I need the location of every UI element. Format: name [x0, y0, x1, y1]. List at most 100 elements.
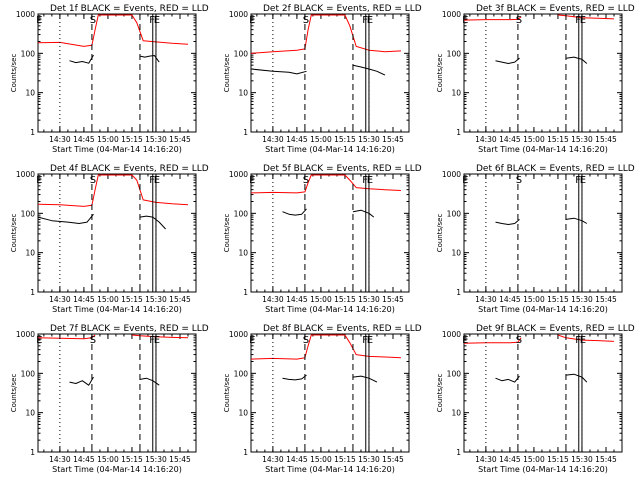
panel-data	[38, 14, 189, 64]
series-line-events	[352, 209, 375, 218]
x-tick-label: 15:30	[358, 135, 380, 144]
x-tick-label: 14:30	[475, 455, 497, 464]
x-axis-label: Start Time (04-Mar-14 14:16:20)	[478, 145, 608, 154]
time-marker-e: E	[462, 335, 468, 346]
x-tick-label: 15:00	[523, 295, 545, 304]
plot-frame	[37, 173, 197, 293]
x-tick-label: 15:45	[382, 135, 404, 144]
x-tick-label: 15:45	[382, 295, 404, 304]
series-line-events	[69, 376, 94, 386]
series-line-events	[282, 208, 307, 216]
x-tick-label: 15:15	[334, 135, 356, 144]
panel-det-7: Det 7f BLACK = Events, RED = LLD 1 10 100 10…	[10, 324, 209, 474]
panel-det-9: Det 9f BLACK = Events, RED = LLD 1 10 100 10…	[436, 324, 635, 474]
x-tick-label: 14:45	[499, 295, 521, 304]
y-tick-label: 100	[21, 209, 36, 218]
time-marker-f: F	[149, 175, 155, 186]
y-tick-label: 1000	[16, 170, 35, 179]
y-tick-label: 1000	[442, 10, 461, 19]
x-tick-label: 14:45	[73, 455, 95, 464]
series-line-events	[251, 68, 307, 75]
x-tick-label: 14:30	[49, 295, 71, 304]
x-tick-label: 15:30	[145, 135, 167, 144]
x-tick-label: 15:30	[358, 455, 380, 464]
x-axis-label: Start Time (04-Mar-14 14:16:20)	[52, 465, 182, 474]
time-marker-e: E	[249, 175, 255, 186]
x-tick-label: 15:00	[310, 455, 332, 464]
plot-frame	[463, 13, 623, 133]
panel-data	[251, 174, 402, 218]
panel-data	[464, 334, 615, 383]
time-marker-e: E	[462, 15, 468, 26]
y-tick-label: 1	[456, 128, 461, 137]
plot-frame	[250, 173, 410, 293]
x-tick-label: 15:00	[97, 295, 119, 304]
panel-title: Det 1f BLACK = Events, RED = LLD	[50, 4, 209, 14]
time-marker-e: E	[154, 15, 160, 26]
x-tick-label: 15:30	[358, 295, 380, 304]
y-tick-label: 1000	[442, 170, 461, 179]
y-tick-label: 1	[30, 288, 35, 297]
time-marker-s: S	[516, 175, 522, 186]
time-marker-e: E	[462, 175, 468, 186]
time-marker-e: E	[580, 175, 586, 186]
y-tick-label: 10	[451, 409, 461, 418]
time-marker-e: E	[36, 15, 42, 26]
time-marker-e: E	[367, 175, 373, 186]
x-tick-label: 14:45	[499, 455, 521, 464]
series-line-lld	[38, 334, 96, 340]
x-tick-label: 14:30	[262, 455, 284, 464]
x-axis-label: Start Time (04-Mar-14 14:16:20)	[265, 305, 395, 314]
time-marker-f: F	[575, 335, 581, 346]
y-tick-label: 10	[25, 249, 35, 258]
panel-title: Det 9f BLACK = Events, RED = LLD	[476, 324, 635, 334]
plot-frame	[37, 13, 197, 133]
y-tick-label: 10	[25, 89, 35, 98]
series-line-events	[565, 217, 588, 224]
x-tick-label: 15:00	[310, 135, 332, 144]
x-tick-label: 15:15	[334, 455, 356, 464]
time-marker-e: E	[580, 335, 586, 346]
y-tick-label: 1000	[229, 10, 248, 19]
series-line-lld	[251, 174, 402, 194]
x-tick-label: 15:45	[595, 295, 617, 304]
x-axis-label: Start Time (04-Mar-14 14:16:20)	[265, 465, 395, 474]
time-marker-e: E	[580, 15, 586, 26]
x-tick-label: 15:15	[547, 455, 569, 464]
y-axis-label: Counts/sec	[10, 54, 18, 93]
time-marker-f: F	[575, 15, 581, 26]
panel-data	[495, 217, 588, 225]
panel-title: Det 4f BLACK = Events, RED = LLD	[50, 164, 209, 174]
time-marker-e: E	[36, 335, 42, 346]
panel-det-3: Det 3f BLACK = Events, RED = LLD 1 10 100 10…	[436, 4, 635, 154]
x-tick-label: 15:45	[169, 455, 191, 464]
panel-title: Det 7f BLACK = Events, RED = LLD	[50, 324, 209, 334]
panel-title: Det 2f BLACK = Events, RED = LLD	[263, 4, 422, 14]
x-tick-label: 14:45	[286, 455, 308, 464]
x-tick-label: 14:45	[499, 135, 521, 144]
series-line-lld	[251, 334, 402, 360]
y-axis-label: Counts/sec	[436, 374, 444, 413]
x-tick-label: 15:00	[97, 135, 119, 144]
plot-frame	[37, 333, 197, 453]
x-tick-label: 15:45	[595, 455, 617, 464]
y-tick-label: 100	[447, 49, 462, 58]
y-tick-label: 1000	[16, 10, 35, 19]
x-tick-label: 14:45	[286, 295, 308, 304]
panel-det-2: Det 2f BLACK = Events, RED = LLD 1 10 100 10…	[223, 4, 422, 154]
x-tick-label: 15:15	[334, 295, 356, 304]
x-tick-label: 15:30	[145, 455, 167, 464]
y-axis-label: Counts/sec	[10, 214, 18, 253]
y-tick-label: 100	[447, 209, 462, 218]
y-tick-label: 1	[243, 128, 248, 137]
time-marker-s: S	[516, 335, 522, 346]
series-line-lld	[38, 174, 189, 207]
x-axis-label: Start Time (04-Mar-14 14:16:20)	[478, 305, 608, 314]
x-tick-label: 14:45	[73, 295, 95, 304]
y-tick-label: 1	[456, 288, 461, 297]
x-tick-label: 15:45	[382, 455, 404, 464]
y-tick-label: 10	[451, 249, 461, 258]
x-axis-label: Start Time (04-Mar-14 14:16:20)	[52, 145, 182, 154]
